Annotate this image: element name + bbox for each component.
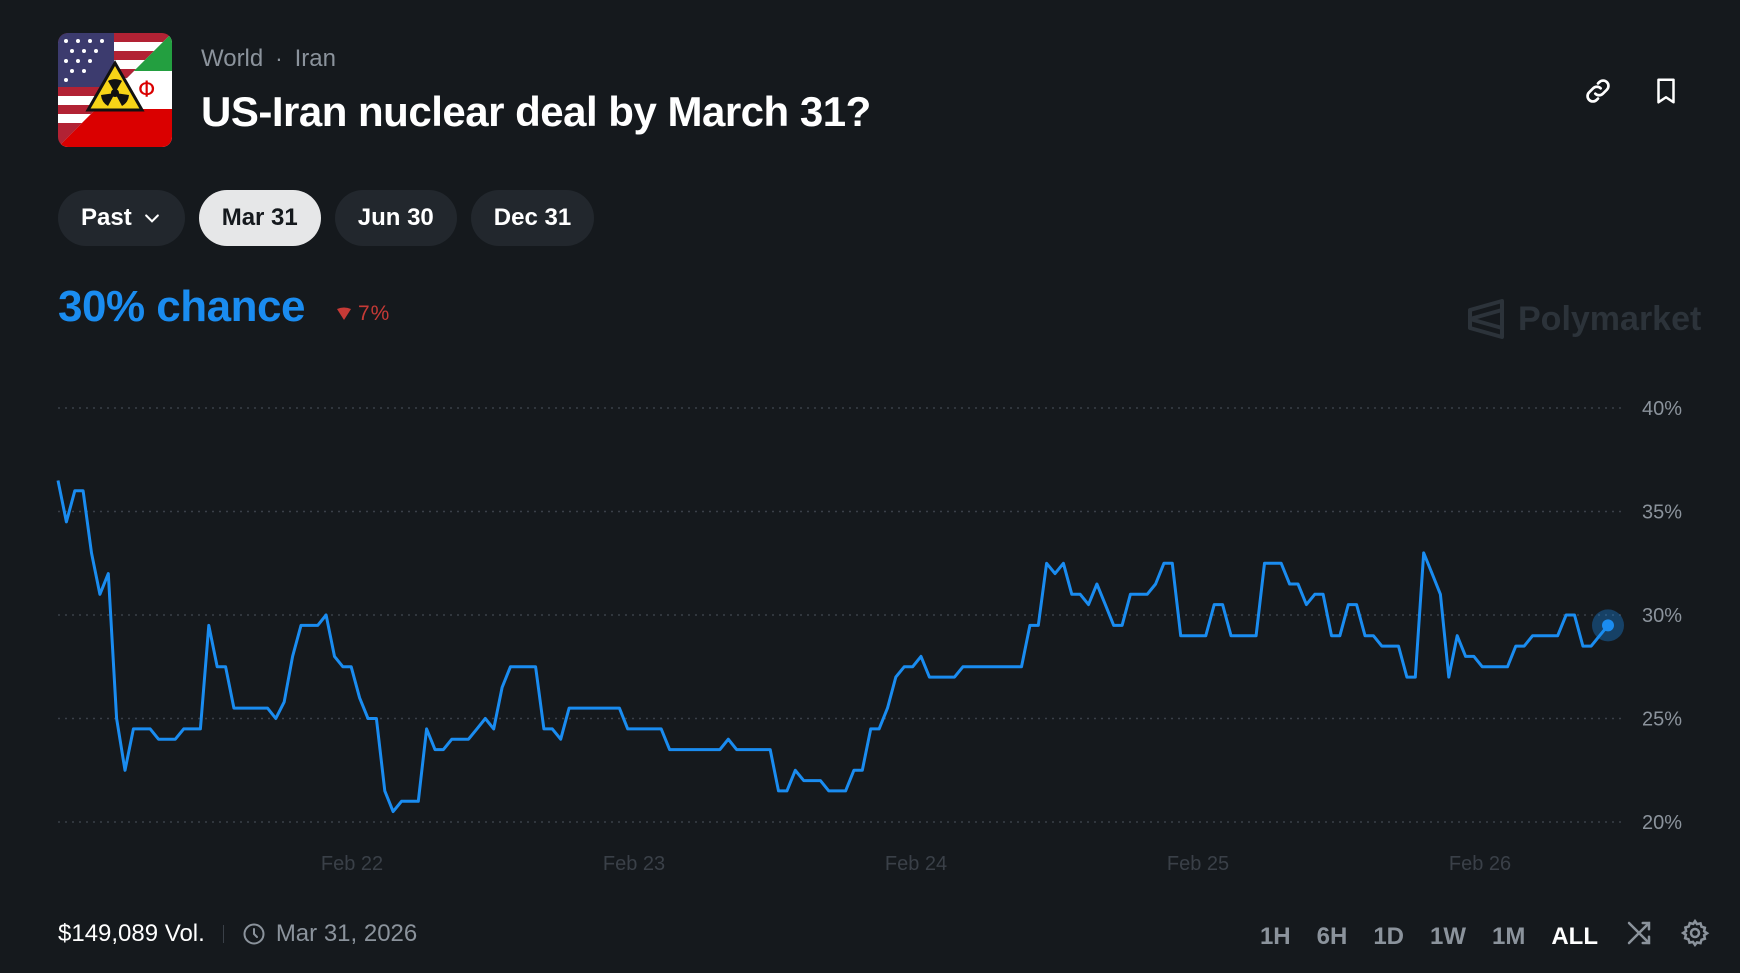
- y-tick-label: 40%: [1642, 398, 1682, 420]
- market-info: $149,089 Vol. Mar 31, 2026: [58, 920, 417, 948]
- y-tick-label: 25%: [1642, 709, 1682, 731]
- shuffle-button[interactable]: [1624, 918, 1654, 955]
- end-date-text: Mar 31, 2026: [275, 920, 418, 947]
- range-6h[interactable]: 6H: [1316, 922, 1348, 950]
- polymarket-watermark: Polymarket: [1466, 298, 1701, 340]
- change-value: 7%: [358, 302, 391, 325]
- range-1m[interactable]: 1M: [1492, 922, 1526, 950]
- y-tick-label: 35%: [1642, 502, 1682, 524]
- range-1d[interactable]: 1D: [1373, 922, 1404, 950]
- polymarket-logo-icon: [1468, 299, 1504, 339]
- settings-button[interactable]: [1680, 918, 1710, 955]
- price-chart[interactable]: 40% 35% 30% 25% 20% Feb 22 Feb 23 Feb 24 Feb 25 F…: [0, 380, 1740, 880]
- x-tick-label: Feb 22: [321, 853, 383, 875]
- us-iran-flag-image: Φ: [58, 33, 172, 147]
- date-tabs: Past Mar 31 Jun 30 Dec 31: [58, 190, 595, 246]
- tab-past[interactable]: Past: [58, 190, 185, 246]
- end-date: Mar 31, 2026: [242, 920, 417, 948]
- series-line: [56, 480, 1610, 814]
- tab-past-label: Past: [81, 204, 132, 231]
- range-selector: 1H 6H 1D 1W 1M ALL: [1260, 918, 1710, 955]
- x-tick-label: Feb 26: [1449, 853, 1511, 875]
- divider: [222, 925, 224, 943]
- clock-icon: [243, 923, 265, 945]
- y-tick-label: 20%: [1642, 812, 1682, 834]
- market-image: Φ: [58, 33, 172, 147]
- volume: $149,089 Vol.: [58, 920, 205, 947]
- copy-link-button[interactable]: [1577, 70, 1619, 112]
- bookmark-button[interactable]: [1645, 70, 1687, 112]
- bookmark-icon: [1657, 78, 1675, 104]
- triangle-down-icon: [337, 307, 351, 320]
- tab-mar-31[interactable]: Mar 31: [198, 190, 321, 246]
- page-title: US-Iran nuclear deal by March 31?: [201, 88, 871, 135]
- y-tick-label: 30%: [1642, 605, 1682, 627]
- change-badge: 7%: [336, 302, 390, 326]
- link-icon: [1586, 79, 1610, 103]
- watermark-text: Polymarket: [1518, 299, 1702, 338]
- range-1h[interactable]: 1H: [1259, 922, 1291, 950]
- breadcrumb-world[interactable]: World: [201, 45, 264, 72]
- gear-icon: [1680, 918, 1710, 947]
- svg-text:Φ: Φ: [138, 78, 155, 103]
- breadcrumb: World · Iran: [201, 45, 336, 73]
- shuffle-icon: [1627, 921, 1651, 945]
- range-all[interactable]: ALL: [1551, 922, 1598, 950]
- chance-value: 30% chance: [58, 282, 305, 331]
- chevron-down-icon: [142, 208, 162, 228]
- breadcrumb-iran[interactable]: Iran: [294, 45, 336, 72]
- tab-jun-30[interactable]: Jun 30: [334, 190, 457, 246]
- breadcrumb-separator: ·: [275, 46, 283, 71]
- x-tick-label: Feb 23: [603, 853, 665, 875]
- range-1w[interactable]: 1W: [1430, 922, 1466, 950]
- current-point: [1602, 619, 1614, 632]
- x-tick-label: Feb 24: [885, 853, 947, 875]
- x-tick-label: Feb 25: [1167, 853, 1229, 875]
- tab-dec-31[interactable]: Dec 31: [470, 190, 595, 246]
